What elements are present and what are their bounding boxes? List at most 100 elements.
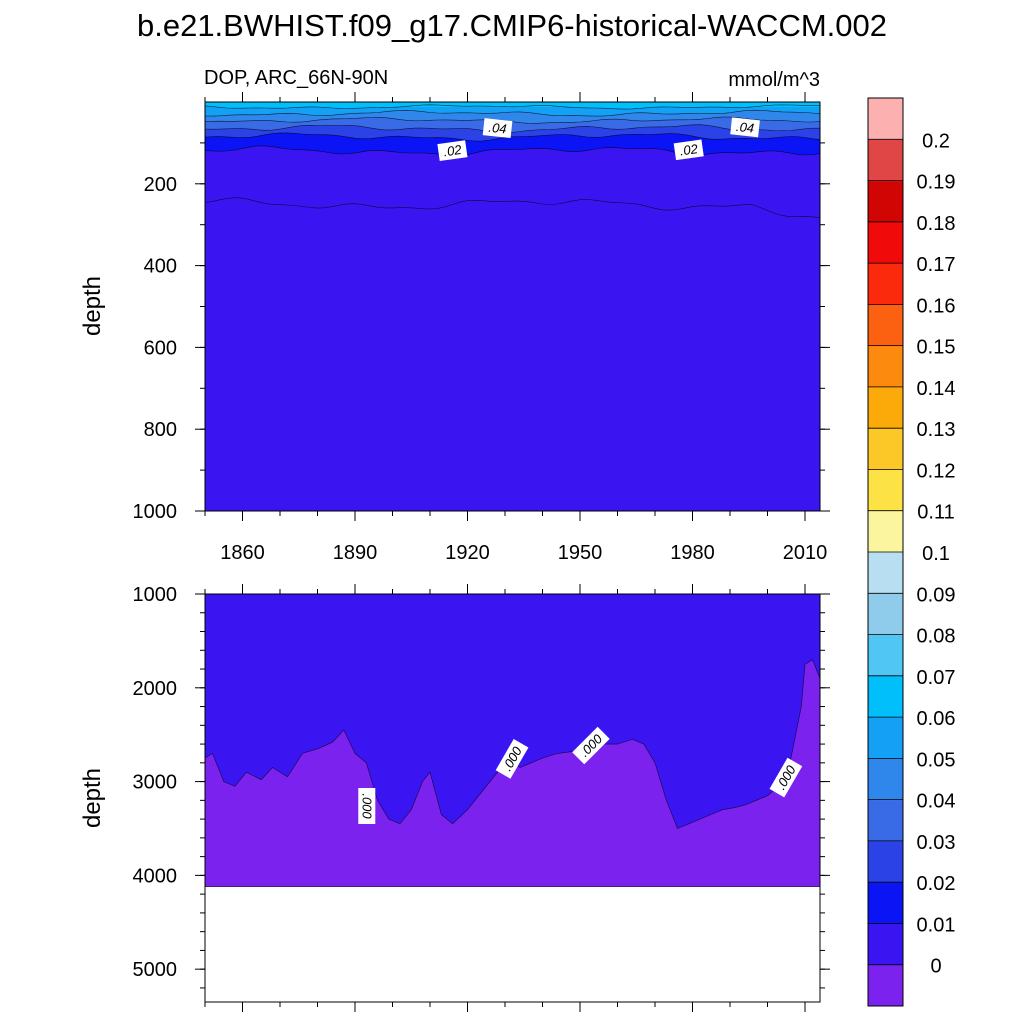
upper-contour-label: .04 [730, 117, 760, 138]
upper-contour-label-box [673, 139, 704, 161]
colorbar-tick-label: 0.17 [917, 254, 956, 276]
lower-y-tick-label: 1000 [133, 584, 178, 606]
lower-contour-label-box [495, 739, 529, 779]
upper-contour-label-box [482, 118, 513, 139]
lower-contour-label-box [358, 788, 376, 824]
upper-x-tick-label: 1860 [220, 542, 265, 564]
upper-contour-label: .04 [482, 118, 513, 139]
colorbar-swatch [868, 263, 903, 305]
upper-contour-line-3 [204, 116, 821, 124]
units-label: mmol/m^3 [728, 69, 820, 91]
colorbar-swatch [868, 510, 903, 553]
colorbar-swatch [868, 799, 903, 842]
colorbar-swatch [868, 469, 903, 512]
chart-title: b.e21.BWHIST.f09_g17.CMIP6-historical-WA… [137, 8, 887, 43]
lower-y-axis-label: depth [79, 768, 106, 828]
upper-contour-line-5 [204, 132, 821, 142]
lower-contour-label-box [572, 726, 610, 765]
upper-x-tick-label: 1920 [445, 542, 490, 564]
colorbar-tick-label: 0.05 [917, 749, 956, 771]
colorbar-swatch [868, 882, 903, 924]
colorbar-frame [867, 97, 904, 1007]
upper-contour-label-text: .02 [442, 142, 463, 159]
colorbar-swatch [868, 221, 903, 264]
upper-y-tick-label: 600 [144, 337, 177, 359]
colorbar-swatch [868, 180, 903, 223]
upper-contour-line-7 [204, 197, 821, 219]
colorbar-swatch [868, 98, 903, 140]
upper-contour-lines [204, 104, 821, 219]
lower-y-tick-label: 3000 [133, 772, 178, 794]
upper-contour-labels: .04 .02 .02 .04 [437, 117, 760, 161]
upper-contour-label-box [437, 140, 468, 161]
colorbar-swatch [868, 923, 903, 966]
colorbar-tick-label: 0.08 [917, 626, 956, 648]
colorbar-tick-label: 0.02 [917, 873, 956, 895]
upper-contour-line-1 [204, 104, 820, 110]
colorbar-swatch [868, 304, 903, 347]
upper-x-tick-label: 1890 [333, 542, 378, 564]
upper-y-tick-label: 400 [144, 256, 177, 278]
colorbar-swatch [868, 758, 903, 801]
colorbar-tick-label: 0 [930, 956, 941, 978]
lower-y-tick-label: 4000 [133, 865, 178, 887]
colorbar-tick-label: 0.14 [917, 378, 956, 400]
colorbar-tick-label: 0.12 [917, 461, 956, 483]
upper-ticks: 200 400 600 800 1000 1860 1890 1920 1950 1980 2010 [133, 92, 830, 564]
upper-contour-label-text: .02 [679, 141, 700, 158]
colorbar-tick-label: 0.18 [917, 213, 956, 235]
colorbar-tick-label: 0.19 [917, 172, 956, 194]
lower-plot-frame [204, 593, 821, 1003]
upper-y-tick-label: 1000 [133, 501, 178, 523]
variable-label: DOP, ARC_66N-90N [204, 67, 388, 89]
lower-contour-label-box [769, 757, 803, 798]
upper-contour-label-text: .04 [488, 120, 508, 137]
upper-contour-label-text: .04 [735, 119, 755, 136]
lower-contour-label: .000 [358, 788, 376, 824]
colorbar-tick-label: 0.16 [917, 295, 956, 317]
colorbar-tick-label: 0.2 [922, 130, 950, 152]
upper-contour-label-box [730, 117, 760, 138]
colorbar-swatch [868, 840, 903, 883]
colorbar-tick-label: 0.11 [917, 502, 954, 524]
colorbar-tick-label: 0.04 [917, 791, 956, 813]
upper-x-tick-label: 2010 [783, 542, 828, 564]
colorbar-tick-label: 0.09 [917, 584, 956, 606]
colorbar-swatch [868, 717, 903, 759]
colorbar-tick-label: 0.15 [917, 337, 956, 359]
colorbar-swatch [868, 593, 903, 636]
lower-zero-contour-line [204, 659, 821, 829]
colorbar-swatch [868, 552, 903, 594]
colorbar-swatch [868, 675, 903, 718]
colorbar-tick-label: 0.1 [922, 543, 950, 565]
colorbar-swatch [868, 386, 903, 429]
lower-contour-label-text: .000 [359, 793, 374, 819]
upper-contour-line-6 [204, 145, 821, 157]
lower-contour-labels: .000.000.000.000 [358, 726, 803, 824]
upper-panel: DOP, ARC_66N-90N mmol/m^3 .04 .02 .02 .04 2… [79, 67, 830, 564]
upper-contour-label: .02 [673, 139, 704, 161]
colorbar-tick-label: 0.06 [917, 708, 956, 730]
colorbar-tick-label: 0.03 [917, 832, 956, 854]
colorbar-tick-label: 0.07 [917, 667, 956, 689]
colorbar-swatch [868, 964, 903, 1007]
lower-y-tick-label: 2000 [133, 678, 178, 700]
upper-x-tick-label: 1950 [558, 542, 603, 564]
colorbar-tick-label: 0.13 [917, 419, 956, 441]
upper-y-tick-label: 800 [144, 419, 177, 441]
upper-contour-fills [205, 102, 820, 511]
lower-ticks: 1000 2000 3000 4000 5000 [133, 584, 830, 1012]
upper-contour-line-4 [204, 124, 820, 134]
colorbar-swatch [868, 139, 903, 182]
upper-y-tick-label: 200 [144, 174, 177, 196]
upper-contour-line-2 [204, 109, 821, 117]
upper-contour-label: .02 [437, 140, 468, 161]
colorbar-swatch [868, 634, 903, 677]
lower-contour-label: .000 [572, 726, 610, 765]
lower-contour-fills [204, 594, 821, 887]
colorbar-swatch [868, 345, 903, 388]
colorbar-swatch [868, 428, 903, 470]
upper-x-tick-label: 1980 [670, 542, 715, 564]
